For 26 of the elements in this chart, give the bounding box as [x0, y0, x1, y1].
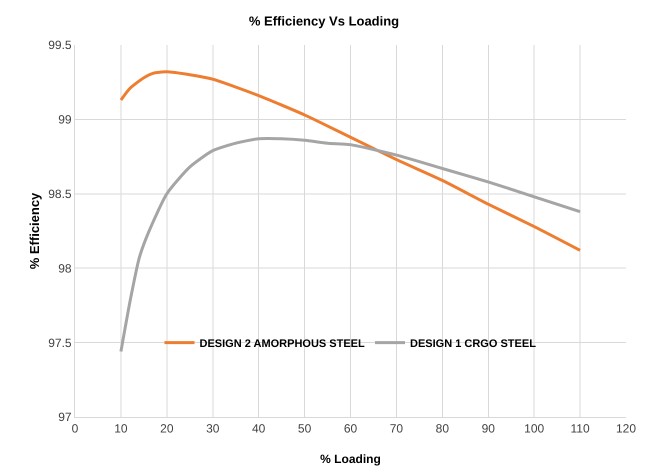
legend-label: DESIGN 1 CRGO STEEL [410, 338, 536, 350]
y-tick-label: 99 [58, 112, 72, 127]
chart-title: % Efficiency Vs Loading [248, 13, 400, 28]
x-tick-label: 100 [524, 421, 544, 436]
x-tick-label: 30 [206, 421, 220, 436]
y-tick-label: 98.5 [48, 187, 72, 201]
x-tick-label: 70 [390, 421, 404, 436]
x-axis-title: % Loading [320, 452, 381, 466]
x-tick-label: 60 [344, 421, 358, 436]
x-tick-label: 120 [616, 421, 636, 436]
y-tick-label: 98 [58, 261, 72, 276]
x-tick-label: 80 [436, 421, 450, 436]
x-tick-label: 10 [114, 421, 128, 436]
x-tick-label: 20 [160, 421, 174, 436]
y-tick-label: 99.5 [48, 38, 72, 52]
x-tick-label: 0 [72, 421, 79, 436]
x-tick-label: 90 [482, 421, 496, 436]
y-tick-label: 97.5 [48, 336, 72, 350]
legend-label: DESIGN 2 AMORPHOUS STEEL [200, 338, 366, 350]
x-tick-label: 50 [298, 421, 312, 436]
line-series [119, 70, 582, 252]
x-tick-label: 110 [570, 421, 590, 436]
line-series [119, 137, 582, 354]
y-tick-label: 97 [58, 410, 72, 424]
x-tick-label: 40 [252, 421, 266, 436]
y-axis-title: % Efficiency [27, 192, 42, 270]
